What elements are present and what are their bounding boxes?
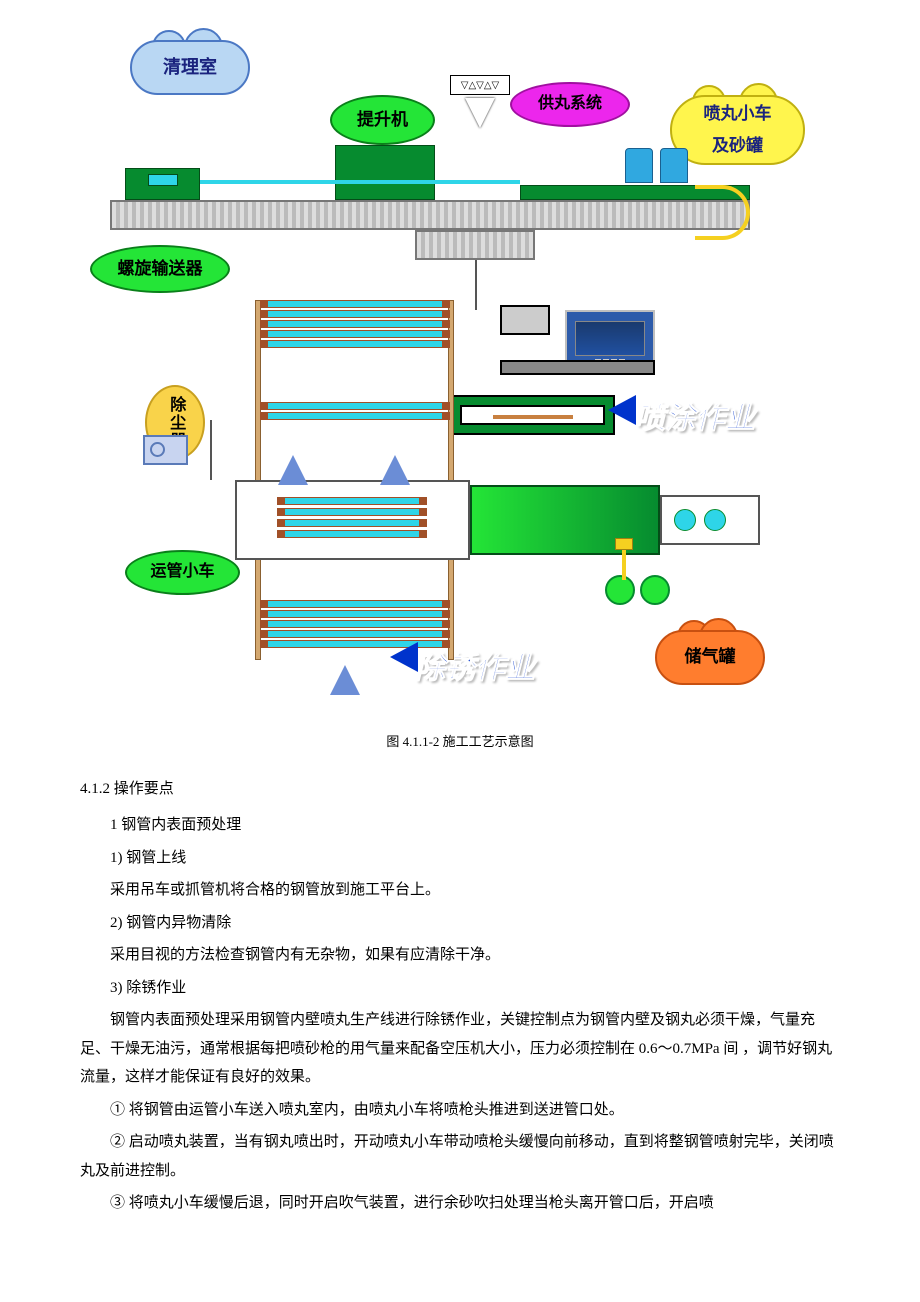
- pipe-bundle-top: [260, 300, 450, 348]
- label-shot-cart: 喷丸小车 及砂罐: [670, 95, 805, 165]
- label-text: 喷涂作业: [635, 402, 755, 435]
- figure-caption: 图 4.1.1-2 施工工艺示意图: [80, 730, 840, 755]
- label-shot-supply: 供丸系统: [510, 82, 630, 127]
- label-derust-operation: 除锈作业: [415, 640, 535, 697]
- derust-end-unit: [660, 495, 760, 545]
- sand-tank-1: [625, 148, 653, 183]
- section-heading: 4.1.2 操作要点: [80, 775, 840, 804]
- label-text: 提升机: [357, 104, 408, 136]
- process-diagram: 清理室 提升机 供丸系统 喷丸小车 及砂罐 螺旋输送器 除尘器 运管小车 储气罐…: [80, 40, 840, 720]
- label-text: 供丸系统: [538, 89, 602, 119]
- item-1-2-body: 采用目视的方法检查钢管内有无杂物，如果有应清除干净。: [80, 941, 840, 970]
- conveyor-line: [200, 180, 520, 184]
- connect-line-1: [475, 260, 477, 310]
- air-tank-1: [605, 575, 635, 605]
- label-cleaning-room: 清理室: [130, 40, 250, 95]
- dust-collector-box: [143, 435, 188, 465]
- item-1-2: 2) 钢管内异物清除: [80, 909, 840, 938]
- pipe-bundle-bottom: [260, 600, 450, 648]
- hose-loop: [695, 185, 750, 240]
- label-pipe-cart: 运管小车: [125, 550, 240, 595]
- item-1-title: 1 钢管内表面预处理: [80, 811, 840, 840]
- label-text: 喷丸小车 及砂罐: [704, 98, 772, 163]
- derust-chamber: [235, 480, 470, 560]
- callout-arrow-derust: [390, 642, 418, 672]
- pipe-bundle-mid: [260, 402, 450, 420]
- hopper-funnel: [465, 98, 495, 128]
- item-1-3-p3: ③ 将喷丸小车缓慢后退，同时开启吹气装置，进行余砂吹扫处理当枪头离开管口后，开启…: [80, 1189, 840, 1218]
- flow-arrow-3: [330, 665, 360, 695]
- label-text: 螺旋输送器: [118, 253, 203, 285]
- air-pipe: [622, 545, 626, 580]
- flow-arrow-2: [380, 455, 410, 485]
- upper-platform: [110, 200, 750, 230]
- item-1-1-body: 采用吊车或抓管机将合格的钢管放到施工平台上。: [80, 876, 840, 905]
- label-hoist: 提升机: [330, 95, 435, 145]
- air-valve: [615, 538, 633, 550]
- spray-unit-inner: [460, 405, 605, 425]
- item-1-1: 1) 钢管上线: [80, 844, 840, 873]
- controller-screen: [575, 321, 645, 356]
- label-air-tank: 储气罐: [655, 630, 765, 685]
- label-text: 清理室: [163, 50, 217, 84]
- item-1-3-p1: ① 将钢管由运管小车送入喷丸室内，由喷丸小车将喷枪头推进到送进管口处。: [80, 1096, 840, 1125]
- sand-tank-2: [660, 148, 688, 183]
- power-box: [500, 305, 550, 335]
- machine-hoist: [335, 145, 435, 200]
- air-tank-2: [640, 575, 670, 605]
- label-text: 运管小车: [150, 557, 214, 587]
- label-screw-conveyor: 螺旋输送器: [90, 245, 230, 293]
- item-1-3-p2: ② 启动喷丸装置，当有钢丸喷出时，开动喷丸小车带动喷枪头缓慢向前移动，直到将整钢…: [80, 1128, 840, 1185]
- flow-arrow-1: [278, 455, 308, 485]
- upper-platform-extension: [415, 230, 535, 260]
- item-1-3: 3) 除锈作业: [80, 974, 840, 1003]
- item-1-3-body: 钢管内表面预处理采用钢管内壁喷丸生产线进行除锈作业，关键控制点为钢管内壁及钢丸必…: [80, 1006, 840, 1092]
- hopper-icon: ▽△▽△▽: [450, 75, 510, 95]
- slot-box: [500, 360, 655, 375]
- label-text: 除锈作业: [415, 652, 535, 685]
- connect-line-2: [210, 420, 212, 480]
- label-spray-operation: 喷涂作业: [635, 390, 755, 447]
- callout-arrow-spray: [608, 395, 636, 425]
- machine-left: [125, 168, 200, 200]
- label-text: 储气罐: [685, 641, 736, 673]
